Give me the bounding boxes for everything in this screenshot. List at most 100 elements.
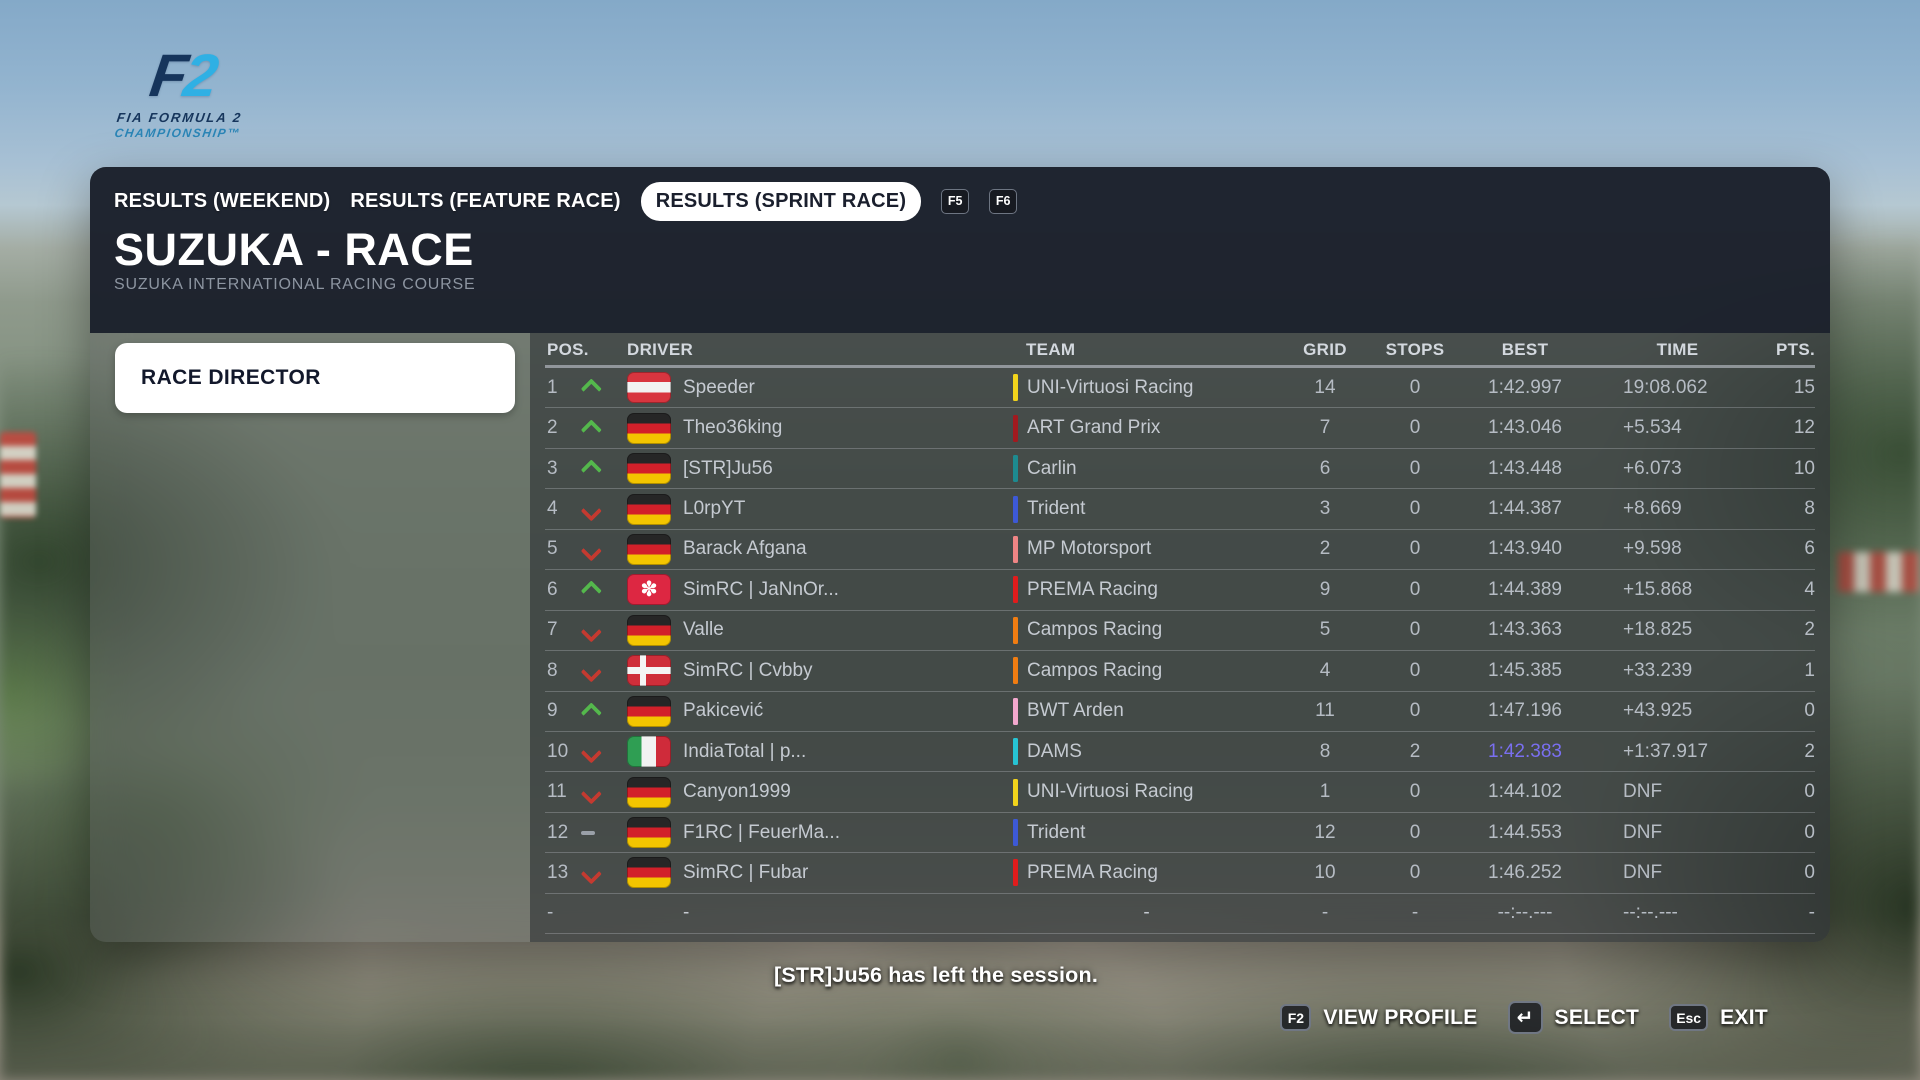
page-title-block: SUZUKA - RACE SUZUKA INTERNATIONAL RACIN… [114,227,475,294]
stops-cell: 0 [1409,619,1421,641]
column-header-pos: POS. [547,340,589,359]
position-cell: 12 [547,821,569,843]
time-cell: +33.239 [1623,659,1693,681]
driver-name: Pakicević [683,700,764,722]
f6-key-badge: F6 [989,188,1018,214]
f2-logo-mark: F2 [146,42,252,109]
team-color-bar [1013,535,1018,563]
team-name: UNI-Virtuosi Racing [1027,376,1194,398]
f2-championship-logo: F2 FIA FORMULA 2 CHAMPIONSHIP™ [114,42,253,140]
best-lap-cell: 1:44.389 [1488,578,1562,600]
position-cell: 5 [547,538,558,560]
trend-cell [575,853,627,892]
best-lap-cell: 1:43.046 [1488,417,1562,439]
table-row[interactable]: 2 Theo36king ART Grand Prix 7 0 1:43.046… [545,408,1815,449]
stops-cell: 0 [1409,498,1421,520]
table-row[interactable]: 8 SimRC | Cvbby Campos Racing 4 0 1:45.3… [545,651,1815,692]
best-lap-cell: 1:45.385 [1488,659,1562,681]
tab-results-weekend[interactable]: RESULTS (WEEKEND) [114,189,331,212]
trend-cell [575,530,627,569]
trend-cell [575,894,627,933]
grid-cell: 5 [1319,619,1331,641]
grid-cell: 8 [1319,740,1331,762]
points-cell: 0 [1804,861,1815,883]
grid-cell: 14 [1314,376,1336,398]
driver-name: - [683,902,690,924]
team-cell: UNI-Virtuosi Racing [1013,368,1280,407]
table-row[interactable]: 13 SimRC | Fubar PREMA Racing 10 0 1:46.… [545,853,1815,894]
team-name: ART Grand Prix [1027,417,1161,439]
position-cell: 9 [547,700,558,722]
table-row[interactable]: 11 Canyon1999 UNI-Virtuosi Racing 1 0 1:… [545,772,1815,813]
flag-germany-icon [627,493,671,525]
best-lap-cell: 1:44.553 [1488,821,1562,843]
trend-cell [575,570,627,609]
table-row[interactable]: 1 Speeder UNI-Virtuosi Racing 14 0 1:42.… [545,368,1815,409]
best-lap-cell: 1:44.102 [1488,781,1562,803]
f2-key-badge: F2 [1280,1004,1312,1031]
flag-germany-icon [627,695,671,727]
team-cell: Trident [1013,489,1280,528]
tab-results-sprint-race[interactable]: RESULTS (SPRINT RACE) [640,181,922,221]
team-cell: DAMS [1013,732,1280,771]
team-cell: PREMA Racing [1013,853,1280,892]
column-header-pts: PTS. [1776,340,1815,359]
trend-cell [575,449,627,488]
trend-down-icon [580,863,602,885]
grid-cell: 4 [1319,659,1331,681]
stops-cell: 0 [1409,659,1421,681]
grid-cell: 12 [1314,821,1336,843]
trend-cell [575,732,627,771]
points-cell: 10 [1793,457,1815,479]
column-header-driver: DRIVER [627,340,694,359]
select-action[interactable]: ↵ SELECT [1507,1001,1640,1034]
team-color-bar [1013,819,1018,847]
footer-actions: F2 VIEW PROFILE ↵ SELECT Esc EXIT [1280,1001,1768,1034]
tab-results-feature-race[interactable]: RESULTS (FEATURE RACE) [350,189,621,212]
time-cell: DNF [1623,861,1663,883]
trend-cell [575,651,627,690]
position-cell: 6 [547,578,558,600]
points-cell: 2 [1804,740,1815,762]
logo-subtitle-line1: FIA FORMULA 2 [115,110,244,125]
exit-action[interactable]: Esc EXIT [1669,1004,1768,1031]
flag-germany-icon [627,412,671,444]
driver-name: L0rpYT [683,498,746,520]
best-lap-cell: 1:42.997 [1488,376,1562,398]
points-cell: 0 [1804,700,1815,722]
flag-hongkong-icon [627,574,671,606]
trend-down-icon [580,540,602,562]
flag-cell [627,408,683,447]
table-row[interactable]: - - - - - --:--.--- --:--.--- - [545,894,1815,935]
table-row[interactable]: 9 Pakicević BWT Arden 11 0 1:47.196 +43.… [545,692,1815,732]
team-name: - [1143,902,1150,924]
view-profile-action[interactable]: F2 VIEW PROFILE [1280,1004,1477,1031]
best-lap-cell: 1:44.387 [1488,498,1562,520]
position-cell: 2 [547,417,558,439]
driver-name: Speeder [683,376,755,398]
table-row[interactable]: 10 IndiaTotal | p... DAMS 8 2 1:42.383 +… [545,732,1815,773]
table-row[interactable]: 3 [STR]Ju56 Carlin 6 0 1:43.448 +6.073 1… [545,449,1815,490]
track-barrier-right [1838,552,1920,592]
team-cell: Campos Racing [1013,651,1280,690]
table-row[interactable]: 7 Valle Campos Racing 5 0 1:43.363 +18.8… [545,611,1815,652]
team-cell: Campos Racing [1013,611,1280,650]
race-director-button[interactable]: RACE DIRECTOR [115,343,515,413]
points-cell: 12 [1793,417,1815,439]
table-row[interactable]: 12 F1RC | FeuerMa... Trident 12 0 1:44.5… [545,813,1815,854]
team-color-bar [1013,495,1018,523]
time-cell: DNF [1623,821,1663,843]
table-row[interactable]: 4 L0rpYT Trident 3 0 1:44.387 +8.669 8 [545,489,1815,530]
team-cell: - [1013,894,1280,933]
position-cell: 1 [547,376,558,398]
team-name: BWT Arden [1027,700,1124,722]
team-color-bar [1013,616,1018,644]
view-profile-label: VIEW PROFILE [1323,1005,1478,1029]
table-row[interactable]: 5 Barack Afgana MP Motorsport 2 0 1:43.9… [545,530,1815,571]
time-cell: 19:08.062 [1623,376,1708,398]
table-background-shade [530,333,1830,942]
stops-cell: 0 [1409,578,1421,600]
grid-cell: 9 [1319,578,1331,600]
time-cell: +1:37.917 [1623,740,1709,762]
table-row[interactable]: 6 SimRC | JaNnOr... PREMA Racing 9 0 1:4… [545,570,1815,611]
